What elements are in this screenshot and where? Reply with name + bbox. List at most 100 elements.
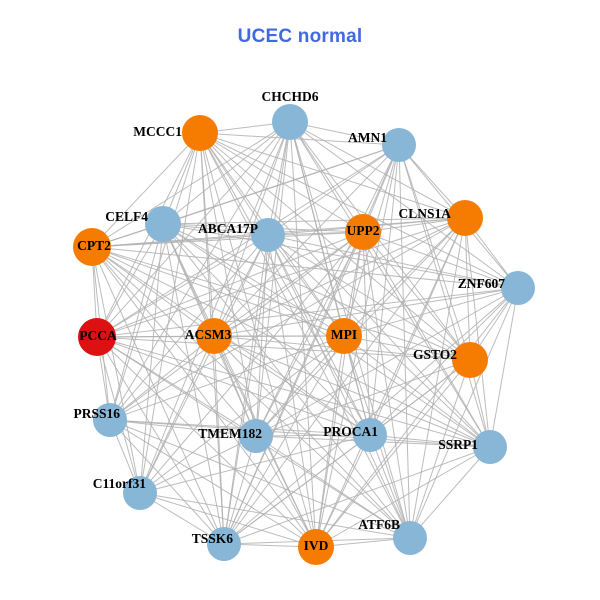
graph-edge	[409, 217, 466, 539]
node-circle-gsto2[interactable]	[452, 342, 488, 378]
graph-edge	[369, 287, 519, 436]
graph-node[interactable]: PRSS16	[73, 403, 127, 437]
graph-edge	[109, 335, 215, 421]
node-circle-upp2[interactable]	[345, 214, 381, 250]
node-layer: CHCHD6 MCCC1 AMN1 CLNS1A CELF4 ABCA17P UPP2 CPT…	[73, 89, 535, 565]
graph-node[interactable]: ATF6B	[358, 517, 427, 555]
graph-edge	[255, 231, 364, 437]
node-circle-abca17p[interactable]	[251, 218, 285, 252]
graph-node[interactable]: AMN1	[348, 128, 416, 162]
graph-edge	[289, 121, 364, 233]
graph-edge	[343, 335, 471, 361]
graph-node[interactable]: CPT2	[73, 228, 111, 266]
graph-edge	[409, 359, 471, 539]
graph-edge	[369, 434, 491, 448]
graph-edge	[255, 287, 519, 437]
graph-edge	[255, 435, 411, 539]
graph-edge	[96, 336, 371, 436]
graph-node[interactable]: ABCA17P	[198, 218, 285, 252]
graph-edge	[223, 231, 364, 545]
graph-edge	[139, 231, 364, 494]
graph-edge	[139, 223, 164, 494]
graph-edge	[96, 231, 364, 338]
graph-edge	[267, 234, 519, 289]
graph-edge	[199, 132, 466, 219]
graph-edge	[315, 434, 371, 548]
graph-node[interactable]: UPP2	[345, 214, 381, 250]
graph-edge	[91, 246, 215, 337]
node-circle-acsm3[interactable]	[196, 318, 232, 354]
graph-edge	[369, 434, 411, 539]
graph-edge	[162, 223, 345, 337]
graph-edge	[409, 446, 491, 539]
node-circle-proca1[interactable]	[353, 418, 387, 452]
node-circle-clns1a[interactable]	[447, 200, 483, 236]
graph-edge	[267, 234, 345, 337]
node-circle-chchd6[interactable]	[272, 104, 308, 140]
graph-edge	[109, 419, 371, 436]
node-circle-cpt2[interactable]	[73, 228, 111, 266]
graph-node[interactable]: TMEM182	[198, 419, 273, 453]
graph-edge	[109, 231, 364, 421]
node-circle-tmem182[interactable]	[239, 419, 273, 453]
node-circle-c11orf31[interactable]	[123, 476, 157, 510]
node-circle-celf4[interactable]	[145, 206, 181, 242]
graph-edge	[96, 217, 466, 338]
graph-node[interactable]: C11orf31	[93, 476, 157, 510]
graph-edge	[343, 335, 491, 448]
graph-edge	[255, 144, 400, 437]
graph-edge	[213, 231, 364, 337]
node-circle-prss16[interactable]	[93, 403, 127, 437]
graph-edge	[255, 434, 371, 437]
graph-edge	[91, 246, 491, 448]
graph-edge	[96, 287, 519, 338]
graph-node[interactable]: SSRP1	[438, 430, 507, 464]
graph-edge	[199, 132, 519, 289]
graph-edge	[139, 335, 345, 494]
node-circle-amn1[interactable]	[382, 128, 416, 162]
node-label-upp2: UPP2	[347, 223, 380, 238]
node-circle-ssrp1[interactable]	[473, 430, 507, 464]
graph-edge	[139, 492, 317, 548]
graph-node[interactable]: CELF4	[105, 206, 181, 242]
graph-node[interactable]: IVD	[298, 529, 334, 565]
graph-edge	[162, 223, 519, 289]
node-label-prss16: PRSS16	[73, 406, 120, 421]
node-circle-mpi[interactable]	[326, 318, 362, 354]
graph-node[interactable]: TSSK6	[192, 527, 241, 561]
graph-node[interactable]: PCCA	[78, 318, 117, 356]
node-label-ssrp1: SSRP1	[438, 437, 478, 452]
node-circle-tssk6[interactable]	[207, 527, 241, 561]
graph-node[interactable]: GSTO2	[413, 342, 488, 378]
node-circle-pcca[interactable]	[78, 318, 116, 356]
graph-edge	[162, 217, 466, 225]
graph-edge	[139, 335, 215, 494]
graph-edge	[398, 144, 411, 539]
node-label-chchd6: CHCHD6	[262, 89, 319, 104]
graph-edge	[398, 144, 471, 361]
graph-edge	[213, 335, 257, 437]
graph-edge	[213, 144, 400, 337]
graph-edge	[199, 132, 471, 361]
graph-node[interactable]: CHCHD6	[262, 89, 319, 140]
graph-edge	[289, 121, 400, 146]
node-circle-mccc1[interactable]	[182, 115, 218, 151]
graph-node[interactable]: CLNS1A	[398, 200, 483, 236]
graph-node[interactable]: MCCC1	[133, 115, 218, 151]
node-label-proca1: PROCA1	[323, 424, 378, 439]
graph-edge	[289, 121, 519, 289]
graph-node[interactable]: ACSM3	[185, 318, 232, 354]
node-circle-ivd[interactable]	[298, 529, 334, 565]
graph-node[interactable]: ZNF607	[458, 271, 535, 305]
graph-edge	[362, 231, 519, 289]
graph-edge	[213, 335, 371, 436]
node-circle-atf6b[interactable]	[393, 521, 427, 555]
node-circle-znf607[interactable]	[501, 271, 535, 305]
graph-edge	[96, 336, 491, 448]
graph-node[interactable]: MPI	[326, 318, 362, 354]
graph-edge	[162, 223, 471, 361]
graph-edge	[213, 335, 491, 448]
graph-node[interactable]: PROCA1	[323, 418, 387, 452]
graph-edge	[199, 132, 364, 233]
graph-edge	[464, 217, 491, 448]
